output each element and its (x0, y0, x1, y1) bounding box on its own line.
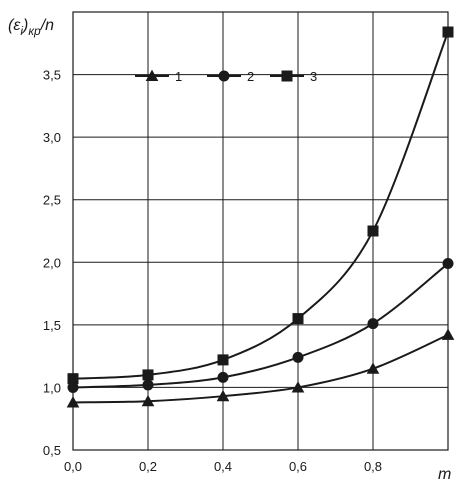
x-tick-label: 0,0 (64, 459, 82, 474)
data-point-series-2-0 (67, 381, 79, 393)
legend-label-3: 3 (310, 69, 317, 84)
y-tick-label: 1,5 (43, 318, 61, 333)
series-lines (72, 31, 449, 404)
legend: 1 2 3 (135, 69, 317, 84)
data-point-series-1-3 (291, 381, 305, 393)
data-point-series-3-4 (367, 225, 379, 237)
y-tick-label: 0,5 (43, 443, 61, 458)
x-tick-label: 0,2 (139, 459, 157, 474)
data-point-series-1-2 (216, 389, 230, 402)
legend-label-2: 2 (247, 69, 254, 84)
data-point-series-1-0 (66, 396, 80, 408)
data-point-series-2-4 (367, 318, 379, 330)
x-tick-label: 0,4 (214, 459, 232, 474)
data-point-series-2-2 (217, 371, 229, 383)
y-tick-label: 3,5 (43, 68, 61, 83)
x-tick-label: 0,6 (289, 459, 307, 474)
grid (72, 11, 449, 451)
plot-frame (72, 11, 449, 451)
y-tick-label: 2,5 (43, 193, 61, 208)
series-markers (66, 26, 455, 408)
data-point-series-3-1 (142, 369, 154, 381)
data-point-series-3-3 (292, 313, 304, 325)
data-point-series-1-5 (441, 328, 455, 340)
data-point-series-1-1 (141, 394, 155, 407)
y-tick-label: 2,0 (43, 255, 61, 270)
data-point-series-2-1 (142, 379, 154, 391)
series-line-2 (72, 262, 449, 389)
x-axis-label: m (438, 466, 451, 483)
y-tick-label: 3,0 (43, 130, 61, 145)
data-point-series-1-4 (366, 362, 380, 374)
data-point-series-2-5 (442, 258, 454, 270)
data-point-series-3-5 (442, 26, 454, 38)
series-line-3 (72, 31, 449, 380)
y-tick-label: 1,0 (43, 380, 61, 395)
legend-marker-3 (281, 70, 293, 82)
legend-label-1: 1 (175, 69, 182, 84)
data-point-series-2-3 (292, 351, 304, 363)
y-axis-label: (εi)кр/n (8, 17, 54, 38)
x-tick-label: 0,8 (364, 459, 382, 474)
legend-marker-1 (145, 69, 159, 82)
data-point-series-3-2 (217, 354, 229, 366)
series-line-1 (72, 333, 449, 404)
legend-marker-2 (218, 70, 230, 82)
data-point-series-3-0 (67, 373, 79, 385)
tick-labels: 0,5 1,0 1,5 2,0 2,5 3,0 3,5 0,0 0,2 0,4 0,6 0,8 (43, 68, 382, 474)
